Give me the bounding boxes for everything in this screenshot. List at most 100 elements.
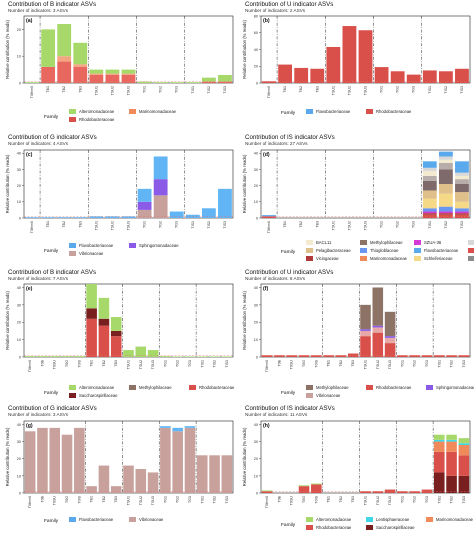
x-tick-label: TIS1 — [191, 86, 195, 94]
x-tick-label: TSU1 — [364, 496, 368, 505]
bar-segment — [384, 337, 396, 344]
bar-segment — [311, 355, 322, 357]
legend-swatch — [189, 385, 196, 390]
legend-swatch — [366, 109, 373, 114]
y-axis-label: Relative contribution (% reads) — [5, 20, 10, 79]
bar-segment — [438, 214, 453, 218]
x-tick-label: TIS3 — [462, 496, 466, 504]
x-tick-label: T0thm0 — [267, 86, 271, 98]
x-tick-label: TB2 — [102, 496, 106, 503]
x-tick-label: TB2 — [339, 360, 343, 367]
y-tick-label: 30 — [254, 303, 258, 307]
panel-subtitle: Number of indicators: 27 ASVs — [245, 141, 308, 146]
x-tick-label: TB2 — [102, 360, 106, 367]
bar-segment — [274, 355, 285, 357]
bar-segment — [433, 439, 445, 442]
bar-segment — [372, 287, 384, 326]
plot-area — [23, 283, 234, 358]
y-tick-label: 10 — [254, 338, 258, 342]
bar-segment — [458, 475, 470, 493]
x-tick-label: T0SU — [290, 360, 294, 370]
bar-segment — [172, 427, 183, 432]
y-tick-label: 80 — [254, 14, 258, 18]
legend-label: Marinomonadaceae — [370, 256, 408, 261]
bar-segment — [438, 71, 453, 83]
legend-swatch — [414, 248, 421, 253]
legend-swatch — [129, 109, 136, 114]
x-tick-label: TG3 — [188, 360, 192, 367]
bar-segment — [298, 485, 310, 487]
x-tick-label: TG2 — [159, 221, 163, 228]
bar-segment — [438, 159, 453, 163]
panel-tag: (a) — [26, 18, 33, 24]
legend-label: Vicingaceae — [316, 256, 339, 261]
x-tick-label: TB1 — [46, 86, 50, 93]
x-tick-label: TSU3 — [127, 221, 131, 230]
panel-tag: (f) — [263, 286, 268, 292]
y-tick-label: 40 — [17, 152, 21, 156]
x-tick-label: TSU1 — [331, 221, 335, 230]
bar-segment — [455, 213, 469, 215]
x-tick-label: TG1 — [400, 360, 404, 367]
y-tick-label: 40 — [17, 286, 21, 290]
panel-title: Contribution of G indicator ASVs — [8, 134, 97, 141]
bar-segment — [147, 350, 159, 357]
x-tick-label: T0SU — [53, 360, 57, 370]
x-tick-label: TSU1 — [127, 360, 131, 369]
x-tick-label: TB1 — [90, 360, 94, 367]
bar-segment — [74, 427, 85, 493]
x-tick-label: TSU1 — [94, 221, 98, 230]
bar-segment — [286, 355, 298, 357]
bar-segment — [57, 61, 72, 83]
bar-segment — [458, 455, 470, 476]
bar-segment — [121, 69, 136, 74]
bar-segment — [455, 172, 469, 176]
y-tick-label: 20 — [17, 28, 21, 32]
x-tick-label: TB3 — [351, 360, 355, 367]
y-tick-label: 10 — [17, 474, 21, 478]
bar-segment — [172, 431, 183, 493]
legend-label: Schleiferiaceae — [424, 256, 453, 261]
legend-label: Thiogloblaceae — [370, 248, 399, 253]
bar-segment — [335, 355, 347, 357]
bar-segment — [311, 484, 322, 493]
legend-swatch — [129, 243, 136, 248]
bar-segment — [446, 475, 457, 493]
x-tick-label: TG2 — [176, 360, 180, 367]
x-tick-label: TSU3 — [388, 360, 392, 369]
bar-segment — [218, 188, 232, 218]
bar-segment — [105, 216, 120, 218]
bar-segment — [390, 71, 405, 83]
bar-segment — [422, 167, 437, 172]
panel-title: Contribution of U indicator ASVs — [245, 1, 333, 8]
x-tick-label: TIS2 — [213, 496, 217, 504]
bar-segment — [49, 427, 61, 493]
x-tick-label: T0G — [65, 360, 69, 367]
bar-segment — [184, 426, 196, 428]
bar-segment — [105, 69, 120, 74]
x-tick-label: TB1 — [327, 496, 331, 503]
bar-segment — [433, 434, 445, 440]
legend-label: Saccharospirillaceae — [79, 393, 118, 398]
x-tick-label: TG2 — [159, 86, 163, 93]
bar-segment — [135, 346, 147, 357]
y-tick-label: 0 — [256, 355, 258, 359]
bar-segment — [421, 355, 433, 357]
y-tick-label: 10 — [254, 474, 258, 478]
legend-label: Rhodobacteraceae — [199, 385, 235, 390]
bar-segment — [172, 356, 183, 357]
panel-subtitle: Number of indicators: 3 ASVs — [8, 412, 69, 417]
legend-swatch — [360, 240, 367, 245]
legend-swatch — [468, 256, 474, 261]
x-tick-label: TIS2 — [450, 496, 454, 504]
bar-segment — [455, 161, 469, 173]
bar-segment — [433, 441, 445, 452]
y-tick-label: 30 — [17, 440, 21, 444]
bar-segment — [360, 329, 371, 331]
x-tick-label: TG1 — [143, 221, 147, 228]
y-axis-label: Relative contribution (% reads) — [5, 154, 10, 213]
bar-segment — [438, 213, 453, 215]
bar-segment — [406, 74, 421, 83]
bar-segment — [137, 81, 152, 83]
